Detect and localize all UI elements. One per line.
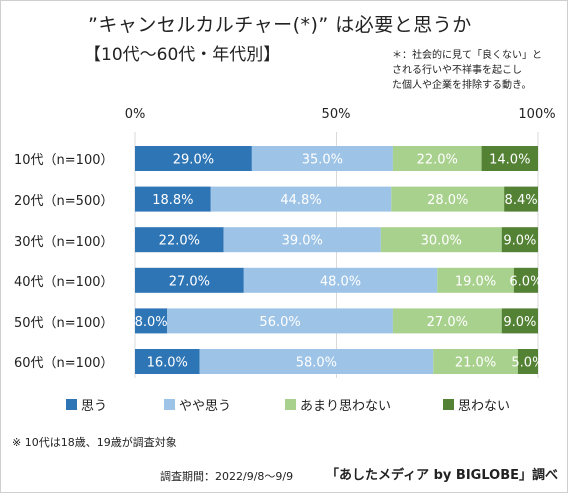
data-label: 8.0%	[135, 315, 168, 330]
bar-segment	[135, 146, 252, 171]
bar-segment	[199, 349, 434, 374]
data-label: 8.4%	[505, 193, 538, 208]
data-label: 28.0%	[427, 193, 468, 208]
data-label: 5.0%	[511, 356, 544, 371]
bar-segment	[517, 349, 538, 374]
definition-note: ＊：社会的に見て「良くない」と される行いや不祥事を起こし た個人や企業を排除す…	[392, 48, 564, 93]
source-credit: 「あしたメディア by BIGLOBE」調べ	[326, 468, 558, 483]
bar-segment	[437, 267, 514, 293]
bar-segment	[251, 146, 393, 171]
legend-item: あまり思わない	[285, 395, 391, 414]
bar-segment	[391, 186, 505, 212]
bar-segment	[501, 308, 538, 334]
bar-segment	[380, 227, 502, 253]
bar-segment	[167, 308, 393, 334]
legend-label: あまり思わない	[300, 399, 392, 414]
bar-segment	[392, 308, 502, 334]
legend-label: 思わない	[458, 399, 511, 414]
data-label: 9.0%	[503, 234, 536, 249]
data-label: 35.0%	[302, 153, 343, 168]
data-label: 48.0%	[320, 274, 361, 289]
category-label: 50代（n=100）	[14, 316, 114, 331]
legend-label: やや思う	[179, 399, 232, 414]
chart-subtitle: 【10代～60代・年代別】	[84, 45, 281, 65]
chart-title: ”キャンセルカルチャー(*)” は必要と思うか	[88, 14, 472, 36]
data-label: 44.8%	[280, 193, 321, 208]
bar-segment	[504, 186, 538, 212]
category-label: 30代（n=100）	[14, 235, 114, 250]
legend-swatch	[66, 399, 77, 410]
bar-segment	[433, 349, 518, 374]
legend-item: 思う	[66, 395, 107, 414]
bar-segment	[135, 186, 211, 212]
bar-segment	[223, 227, 381, 253]
data-label: 39.0%	[282, 234, 323, 249]
data-label: 18.8%	[152, 193, 193, 208]
footnote: ※ 10代は18歳、19歳が調査対象	[12, 436, 177, 449]
data-label: 22.0%	[159, 234, 200, 249]
data-label: 19.0%	[455, 274, 496, 289]
data-label: 6.0%	[509, 274, 542, 289]
definition-line: ＊：社会的に見て「良くない」と	[392, 50, 542, 61]
category-label: 20代（n=500）	[14, 194, 114, 209]
legend-swatch	[443, 399, 454, 410]
legend-swatch	[164, 399, 175, 410]
data-label: 29.0%	[173, 153, 214, 168]
bar-segment	[513, 267, 538, 293]
bar-segment	[135, 349, 200, 374]
data-label: 21.0%	[455, 356, 496, 371]
definition-line: される行いや不祥事を起こし	[392, 65, 522, 76]
data-label: 22.0%	[417, 153, 458, 168]
category-label: 10代（n=100）	[14, 153, 114, 168]
data-label: 58.0%	[296, 356, 337, 371]
bar-segment	[135, 227, 224, 253]
category-label: 60代（n=100）	[14, 356, 114, 371]
x-tick-label: 100%	[518, 107, 556, 122]
bar-segment	[135, 308, 168, 334]
x-tick-label: 0%	[124, 107, 146, 122]
survey-period: 調査期間：2022/9/8～9/9	[160, 470, 294, 483]
definition-line: た個人や企業を排除する動き。	[392, 80, 532, 91]
bar-segment	[501, 227, 538, 253]
legend-item: やや思う	[164, 395, 231, 414]
legend-label: 思う	[81, 399, 108, 414]
data-label: 27.0%	[169, 274, 210, 289]
category-label: 40代（n=100）	[14, 275, 114, 290]
bar-segment	[135, 267, 244, 293]
data-label: 14.0%	[489, 153, 530, 168]
legend-item: 思わない	[443, 395, 510, 414]
data-label: 56.0%	[259, 315, 300, 330]
data-label: 16.0%	[147, 356, 188, 371]
bar-segment	[392, 146, 482, 171]
bar-segment	[243, 267, 438, 293]
bar-segment	[481, 146, 538, 171]
bar-segment	[210, 186, 392, 212]
data-label: 9.0%	[503, 315, 536, 330]
data-label: 30.0%	[421, 234, 462, 249]
data-label: 27.0%	[427, 315, 468, 330]
x-tick-label: 50%	[321, 107, 351, 122]
legend-swatch	[285, 399, 296, 410]
